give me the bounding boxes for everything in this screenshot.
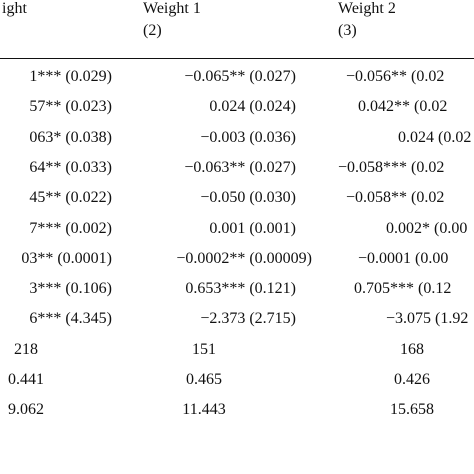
cell-col1: 0.441 [8,371,44,388]
cell-col3: 0.002* (0.00 [386,220,468,237]
cell-col3: −0.056** (0.02 [346,68,445,85]
cell-col2: −0.063** (0.027) [184,159,296,176]
cell-col2: 11.443 [182,401,226,418]
cell-col3: 0.042** (0.02 [358,98,448,115]
cell-col2: −2.373 (2.715) [200,310,296,327]
cell-col2: 0.001 (0.001) [209,220,296,237]
cell-col2: −0.003 (0.036) [200,129,296,146]
cell-col2: 151 [192,341,216,358]
cell-col1: 03** (0.0001) [21,250,112,267]
cell-col1: 45** (0.022) [29,189,112,206]
cell-col1: 6*** (4.345) [29,310,112,327]
cell-col1: 64** (0.033) [29,159,112,176]
cell-col3: 0.426 [394,371,430,388]
cell-col3: −3.075 (1.92 [386,310,469,327]
header-col2: Weight 1 [143,0,201,17]
header-col3-number: (3) [338,22,357,39]
cell-col3: 0.024 (0.02 [398,129,472,146]
header-col2-number: (2) [143,22,162,39]
header-col3: Weight 2 [338,0,396,17]
cell-col3: 0.705*** (0.12 [354,280,452,297]
cell-col1: 3*** (0.106) [29,280,112,297]
cell-col3: −0.058** (0.02 [346,189,445,206]
header-col1: ight [2,0,27,17]
cell-col1: 218 [14,341,38,358]
cell-col1: 9.062 [8,401,44,418]
cell-col2: −0.050 (0.030) [200,189,296,206]
cell-col2: −0.065** (0.027) [184,68,296,85]
cell-col2: −0.0002** (0.00009) [176,250,312,267]
cell-col1: 7*** (0.002) [29,220,112,237]
cell-col2: 0.024 (0.024) [209,98,296,115]
cell-col2: 0.653*** (0.121) [185,280,296,297]
cell-col3: 168 [400,341,424,358]
cell-col3: −0.058*** (0.02 [338,159,445,176]
header-rule [0,58,474,59]
cell-col3: −0.0001 (0.00 [358,250,449,267]
cell-col1: 063* (0.038) [29,129,112,146]
cell-col1: 57** (0.023) [29,98,112,115]
cell-col3: 15.658 [390,401,434,418]
cell-col1: 1*** (0.029) [29,68,112,85]
cell-col2: 0.465 [186,371,222,388]
